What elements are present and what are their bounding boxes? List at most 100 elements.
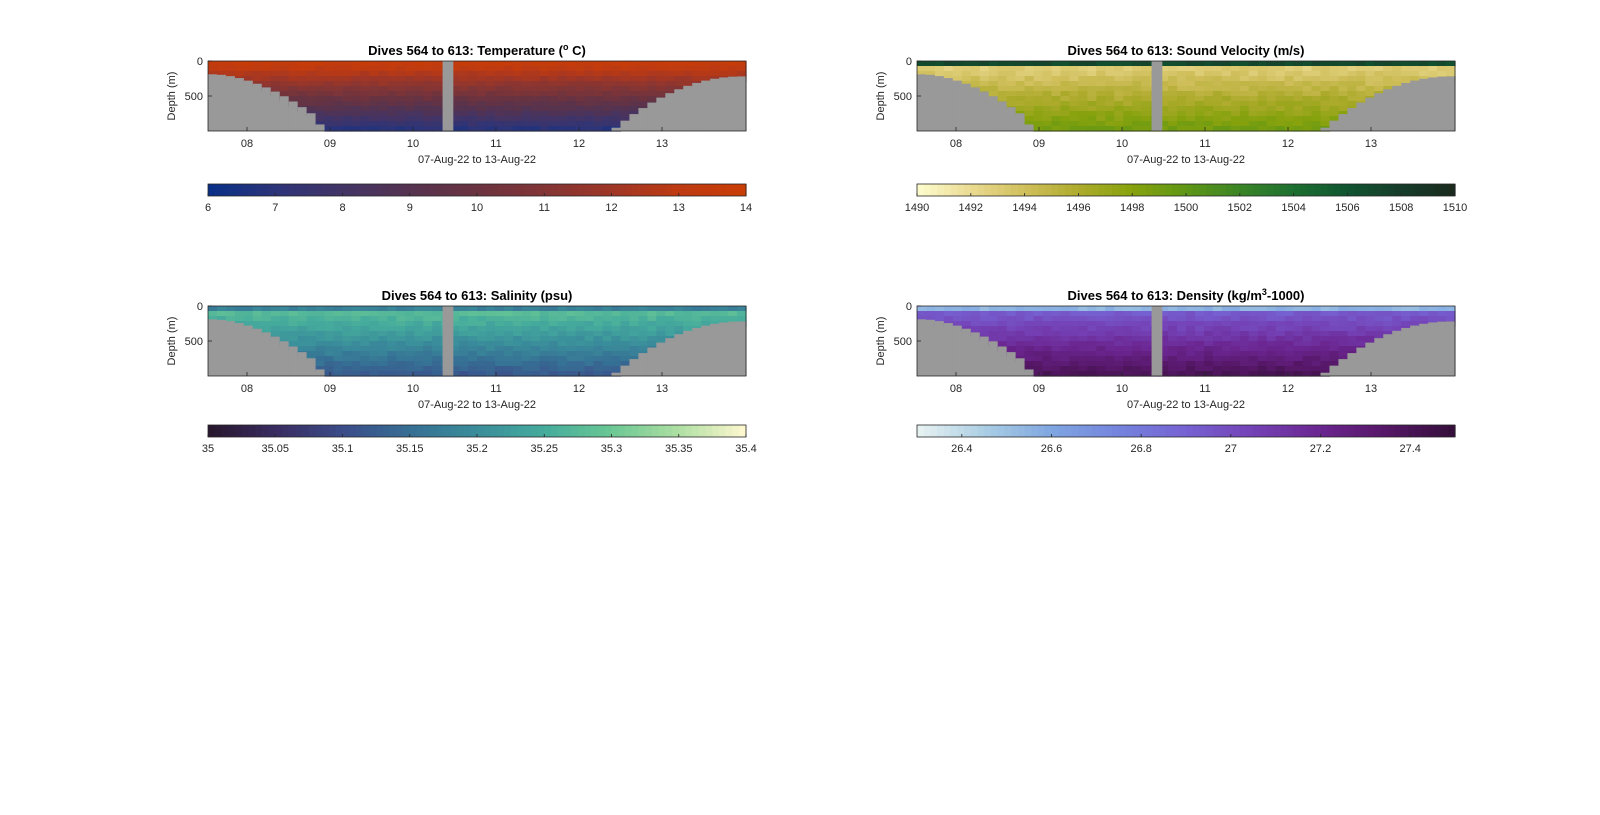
colorbar-segment	[1098, 425, 1106, 437]
heatmap-cell	[566, 341, 577, 347]
heatmap-cell	[620, 316, 631, 322]
seafloor-mask	[638, 108, 648, 131]
heatmap-cell	[459, 121, 469, 127]
heatmap-cell	[234, 311, 245, 317]
heatmap-cell	[521, 346, 532, 352]
colorbar-segment	[221, 184, 229, 196]
heatmap-cell	[333, 346, 344, 352]
colorbar-segment	[1280, 184, 1288, 196]
heatmap-cell	[405, 126, 415, 132]
heatmap-cell	[1203, 96, 1214, 102]
heatmap-cell	[1033, 66, 1044, 72]
heatmap-cell	[584, 361, 595, 367]
heatmap-cell	[1051, 306, 1062, 312]
heatmap-cell	[297, 311, 308, 317]
colorbar-segment	[1058, 184, 1066, 196]
heatmap-cell	[566, 61, 577, 67]
heatmap-cell	[459, 86, 469, 92]
heatmap-cell	[620, 101, 631, 107]
heatmap-cell	[414, 96, 424, 102]
heatmap-cell	[306, 71, 317, 77]
heatmap-cell	[378, 66, 388, 72]
heatmap-cell	[1078, 86, 1088, 92]
heatmap-cell	[503, 111, 514, 117]
heatmap-cell	[432, 86, 442, 92]
heatmap-cell	[629, 81, 639, 87]
heatmap-cell	[1374, 76, 1384, 82]
colorbar-segment	[917, 184, 925, 196]
heatmap-cell	[925, 311, 936, 317]
heatmap-cell	[1177, 61, 1187, 67]
heatmap-cell	[1060, 306, 1071, 312]
heatmap-cell	[306, 66, 317, 72]
heatmap-cell	[1320, 81, 1331, 87]
heatmap-cell	[1141, 66, 1151, 72]
colorbar-segment	[1165, 425, 1174, 437]
heatmap-cell	[1114, 326, 1124, 332]
heatmap-cell	[557, 96, 568, 102]
seafloor-mask	[1320, 127, 1331, 131]
colorbar-segment	[1374, 184, 1382, 196]
seafloor-mask	[208, 319, 218, 376]
panel-sound_velocity: Dives 564 to 613: Sound Velocity (m/s)05…	[875, 43, 1467, 214]
heatmap-cell	[324, 316, 335, 322]
colorbar-segment	[470, 184, 478, 196]
heatmap-cell	[988, 81, 999, 87]
heatmap-cell	[1221, 306, 1232, 312]
heatmap-cell	[1257, 346, 1268, 352]
heatmap-cell	[557, 356, 568, 362]
heatmap-cell	[485, 86, 496, 92]
heatmap-cell	[208, 311, 218, 317]
heatmap-cell	[1186, 366, 1196, 372]
heatmap-cell	[917, 306, 927, 312]
heatmap-cell	[1186, 66, 1196, 72]
heatmap-cell	[315, 66, 326, 72]
seafloor-mask	[1392, 330, 1402, 376]
heatmap-cell	[485, 326, 496, 332]
seafloor-mask	[1392, 85, 1402, 131]
colorbar-tick-label: 11	[539, 202, 550, 214]
seafloor-mask	[243, 80, 254, 131]
heatmap-cell	[494, 346, 505, 352]
heatmap-cell	[1105, 371, 1115, 377]
heatmap-cell	[378, 336, 388, 342]
heatmap-cell	[450, 61, 460, 67]
panel-density: Dives 564 to 613: Density (kg/m3-1000)05…	[875, 287, 1456, 455]
seafloor-mask	[719, 322, 729, 376]
heatmap-cell	[333, 126, 344, 132]
heatmap-cell	[387, 321, 397, 327]
colorbar-frame	[916, 424, 1456, 438]
colorbar-tick-label: 26.6	[1041, 443, 1062, 455]
heatmap-cell	[369, 366, 379, 372]
heatmap-cell	[1114, 96, 1124, 102]
colorbar-segment	[645, 184, 653, 196]
heatmap-cell	[701, 66, 711, 72]
colorbar-tick-label: 1498	[1120, 202, 1144, 214]
heatmap-cell	[1356, 341, 1366, 347]
heatmap-cell	[1284, 321, 1295, 327]
chart-title: Dives 564 to 613: Salinity (psu)	[382, 288, 573, 303]
heatmap-cell	[333, 121, 344, 127]
heatmap-cell	[1078, 356, 1088, 362]
heatmap-cell	[521, 96, 532, 102]
colorbar-tick-label: 27.2	[1310, 443, 1331, 455]
heatmap-cell	[1284, 121, 1295, 127]
heatmap-cell	[584, 71, 595, 77]
heatmap-cell	[1078, 116, 1088, 122]
heatmap-cell	[512, 316, 523, 322]
heatmap-cell	[1168, 326, 1178, 332]
heatmap-cell	[566, 366, 577, 372]
heatmap-cell	[1194, 346, 1205, 352]
heatmap-cell	[620, 106, 631, 112]
heatmap-cell	[378, 371, 388, 377]
heatmap-cell	[1275, 61, 1286, 67]
heatmap-cell	[1293, 351, 1304, 357]
colorbar-segment	[295, 425, 303, 437]
colorbar-segment	[1347, 425, 1355, 437]
colorbar-segment	[382, 425, 391, 437]
heatmap-cell	[1168, 76, 1178, 82]
heatmap-cell	[485, 71, 496, 77]
data-gap-bar	[442, 306, 454, 376]
heatmap-cell	[575, 76, 586, 82]
heatmap-cell	[297, 101, 308, 107]
